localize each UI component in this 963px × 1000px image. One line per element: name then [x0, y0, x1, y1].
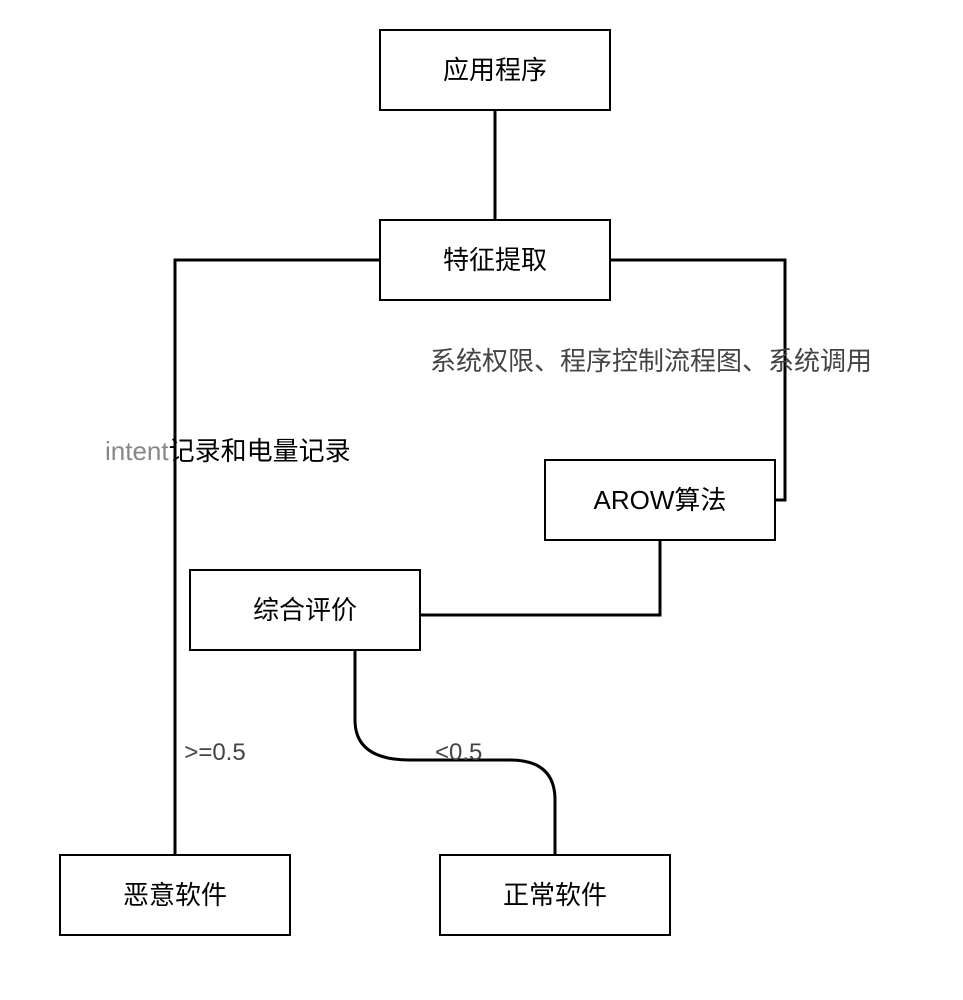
- node-normal-label: 正常软件: [503, 880, 607, 910]
- edge-label-ge: >=0.5: [184, 739, 245, 766]
- node-arow-label: AROW算法: [594, 485, 727, 515]
- node-malware-label: 恶意软件: [123, 880, 227, 910]
- node-eval-label: 综合评价: [253, 595, 357, 625]
- node-normal: 正常软件: [440, 855, 670, 935]
- edge-arow-eval: [420, 540, 660, 615]
- edge-label-lt: <0.5: [435, 739, 482, 766]
- node-app-label: 应用程序: [443, 55, 547, 85]
- node-feature-label: 特征提取: [443, 245, 547, 275]
- node-arow: AROW算法: [545, 460, 775, 540]
- edge-label-left-suffix: 记录和电量记录: [169, 436, 351, 466]
- edge-label-right: 系统权限、程序控制流程图、系统调用: [430, 346, 872, 376]
- node-eval: 综合评价: [190, 570, 420, 650]
- flowchart-canvas: 应用程序 特征提取 AROW算法 综合评价 恶意软件 正常软件 系统权限、程序控…: [0, 0, 963, 1000]
- node-feature: 特征提取: [380, 220, 610, 300]
- node-malware: 恶意软件: [60, 855, 290, 935]
- edge-label-left: intent记录和电量记录: [105, 436, 351, 466]
- edge-label-left-prefix: intent: [105, 436, 169, 466]
- node-app: 应用程序: [380, 30, 610, 110]
